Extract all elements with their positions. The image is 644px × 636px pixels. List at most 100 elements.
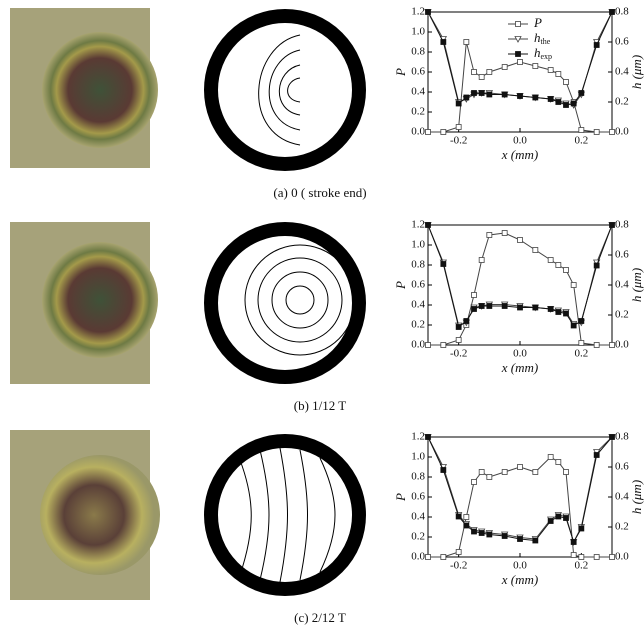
y-tick-label: 1.2 (411, 431, 425, 443)
y2-axis-label: h (μm) (629, 268, 644, 302)
marker (486, 531, 493, 538)
marker (478, 90, 485, 96)
y2-tick-label: 0.4 (615, 491, 629, 503)
marker (593, 129, 600, 135)
marker (455, 549, 462, 555)
marker (517, 536, 523, 542)
marker (547, 454, 554, 460)
y-axis-label: P (393, 281, 408, 290)
plot-frame (427, 11, 613, 133)
marker (517, 237, 523, 243)
marker (463, 522, 470, 529)
marker (547, 257, 554, 263)
legend-name: h (534, 45, 541, 60)
marker (570, 322, 577, 329)
marker (593, 452, 600, 458)
marker (501, 230, 508, 236)
marker (570, 282, 577, 288)
caption: (c) 2/12 T (294, 610, 346, 625)
marker (440, 554, 447, 560)
marker (486, 232, 493, 238)
marker (486, 69, 493, 75)
marker (578, 90, 585, 96)
marker (609, 9, 615, 15)
marker (532, 63, 539, 69)
marker (563, 79, 569, 85)
marker (547, 306, 554, 312)
marker (517, 59, 523, 65)
y-tick-label: 1.2 (411, 6, 425, 18)
legend-name: P (533, 15, 542, 30)
y-tick-label: 0.8 (411, 471, 425, 483)
marker (425, 9, 431, 15)
y2-tick-label: 0.0 (615, 339, 629, 351)
y2-tick-label: 0.0 (615, 126, 629, 138)
series-line (428, 232, 612, 346)
y2-tick-label: 0.2 (615, 521, 629, 533)
y2-tick-label: 0.8 (615, 6, 629, 18)
marker (555, 459, 562, 465)
y-tick-label: 0.4 (411, 299, 425, 311)
legend-name: h (534, 30, 541, 45)
y-tick-label: 0.2 (411, 319, 425, 331)
marker (478, 530, 485, 536)
legend-marker (515, 21, 521, 27)
marker (570, 539, 577, 545)
marker (532, 537, 539, 544)
marker (609, 342, 615, 348)
interferogram (10, 8, 160, 600)
legend-label: hexp (534, 45, 552, 61)
marker (486, 303, 493, 309)
marker (440, 342, 447, 348)
y-tick-label: 0.4 (411, 86, 425, 98)
x-tick-label: -0.2 (450, 560, 467, 572)
marker (609, 434, 615, 440)
marker (471, 69, 477, 75)
contour-map (204, 9, 366, 596)
marker (563, 515, 569, 521)
y2-tick-label: 0.6 (615, 36, 629, 48)
marker (478, 303, 485, 309)
y-axis-label: P (393, 493, 408, 502)
marker (455, 124, 462, 130)
marker (425, 129, 431, 135)
marker (471, 90, 477, 96)
marker (478, 257, 485, 263)
marker (555, 262, 562, 268)
legend-sub: exp (541, 52, 553, 61)
plot-frame (427, 224, 613, 346)
marker (501, 91, 508, 98)
marker (555, 513, 562, 520)
x-tick-label: 0.0 (513, 348, 527, 360)
series-line (427, 436, 613, 544)
legend-label: P (533, 15, 542, 30)
marker (578, 525, 585, 532)
marker (478, 74, 485, 80)
x-axis-label: x (mm) (501, 147, 538, 162)
marker (425, 554, 431, 560)
marker (463, 39, 470, 45)
y2-tick-label: 0.8 (615, 219, 629, 231)
marker (425, 434, 431, 440)
marker (463, 94, 470, 101)
y-tick-label: 0.0 (411, 126, 425, 138)
x-tick-label: 0.2 (574, 348, 588, 360)
x-tick-label: 0.2 (574, 135, 588, 147)
marker (455, 513, 462, 520)
y2-tick-label: 0.2 (615, 96, 629, 108)
marker (517, 93, 523, 99)
x-tick-label: -0.2 (450, 348, 467, 360)
marker (440, 129, 447, 135)
y-tick-label: 0.6 (411, 66, 425, 78)
marker (609, 222, 615, 228)
x-tick-label: 0.0 (513, 560, 527, 572)
x-tick-label: 0.2 (574, 560, 588, 572)
marker (471, 292, 477, 298)
marker (440, 261, 447, 267)
marker (563, 102, 569, 108)
marker (455, 324, 462, 330)
marker (593, 42, 600, 48)
marker (517, 304, 523, 311)
x-axis-label: x (mm) (501, 572, 538, 587)
y-tick-label: 1.0 (411, 239, 425, 251)
